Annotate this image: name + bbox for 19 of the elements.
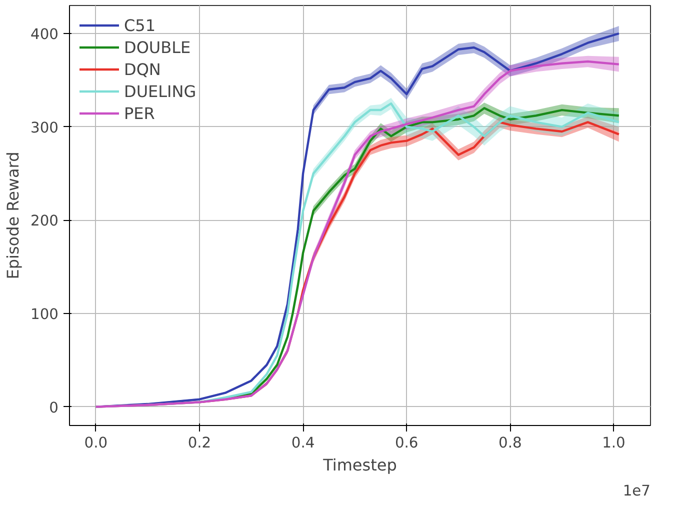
y-tick-label: 100 [30, 306, 59, 323]
x-tick-label: 0.6 [394, 434, 418, 452]
legend-label: PER [124, 104, 155, 122]
text: 1e7 [622, 482, 651, 500]
y-axis-title: Episode Reward [4, 152, 23, 280]
legend-label: DUELING [124, 82, 196, 100]
y-tick-label: 300 [30, 119, 59, 136]
legend-label: C51 [124, 16, 156, 34]
x-tick-label: 1.0 [602, 434, 626, 452]
x-tick-label: 0.4 [291, 434, 315, 452]
legend-label: DQN [124, 60, 161, 78]
x-tick-label: 0.2 [188, 434, 212, 452]
y-tick-label: 400 [30, 26, 59, 43]
y-tick-label: 0 [49, 399, 59, 416]
x-tick-label: 0.0 [84, 434, 108, 452]
x-axis-title: Timestep [322, 456, 397, 474]
y-tick-label: 200 [30, 212, 59, 230]
legend-label: DOUBLE [124, 38, 191, 56]
x-tick-label: 0.8 [498, 434, 522, 452]
